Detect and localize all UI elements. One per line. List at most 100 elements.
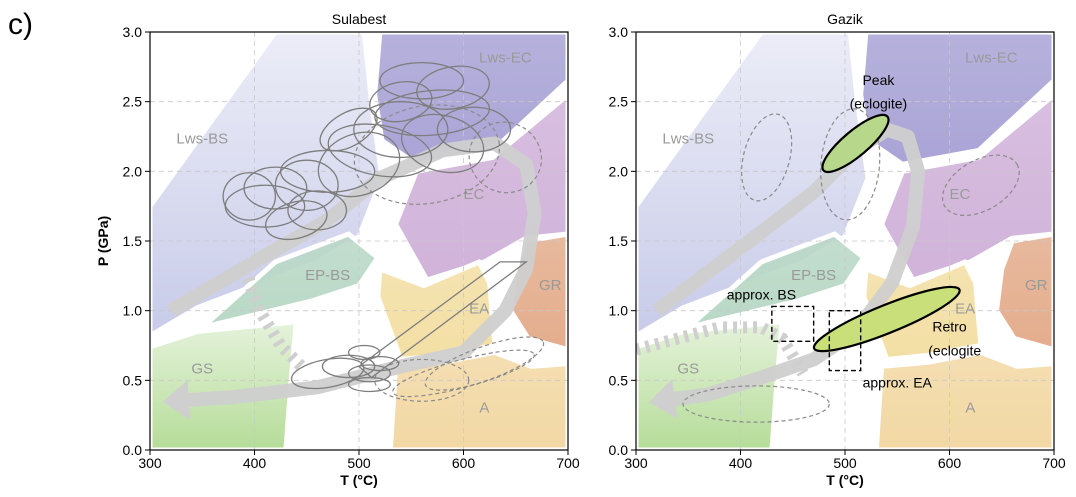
y-axis-label: P (GPa) <box>95 216 111 266</box>
uncertainty-ellipse <box>353 101 449 159</box>
annotation-label: Peak <box>862 72 895 88</box>
y-tick-label: 2.5 <box>123 94 143 110</box>
plot-area: Lws-EC Lws-BS EC EP-BS GS EA GR A Peak (eclogite)… <box>636 32 1054 450</box>
x-axis-label: T (°C) <box>826 472 863 488</box>
x-tick-label: 500 <box>347 455 371 471</box>
facies-label: EP-BS <box>791 267 836 284</box>
uncertainty-ellipse <box>319 107 378 152</box>
uncertainty-ellipse <box>347 364 392 383</box>
uncertainty-ellipse <box>374 89 491 137</box>
uncertainty-ellipse-dashed <box>424 336 545 391</box>
facies-label: Lws-EC <box>965 50 1018 67</box>
annotation-label: Retro <box>932 319 966 335</box>
y-tick-label: 1.0 <box>123 303 143 319</box>
facies-ep-bs-region <box>199 231 381 330</box>
uncertainty-ellipse <box>317 131 401 198</box>
facies-gr-region <box>994 231 1054 353</box>
facies-label: GS <box>677 360 699 377</box>
approx-ea-box <box>828 309 862 372</box>
y-tick-label: 2.0 <box>123 163 143 179</box>
uncertainty-ellipse <box>369 81 433 123</box>
x-tick-label: 600 <box>452 455 476 471</box>
uncertainty-ellipse-dashed <box>820 108 881 221</box>
chart-title: Sulabest <box>332 11 387 27</box>
uncertainty-ellipse-dashed <box>941 154 1020 217</box>
plot-area: Lws-EC Lws-BS EC EP-BS GS EA GR A <box>150 32 568 450</box>
facies-label: Lws-BS <box>662 130 714 147</box>
annotation-label: (eclogite <box>928 342 981 358</box>
y-tick-label: 2.0 <box>609 163 629 179</box>
pt-constraint-box <box>357 261 529 379</box>
y-tick-label: 1.5 <box>123 233 143 249</box>
uncertainty-ellipse-dashed <box>468 121 543 194</box>
uncertainty-ellipse-dashed <box>740 113 793 202</box>
facies-label: EC <box>950 186 971 203</box>
facies-label: EA <box>955 300 975 317</box>
facies-a-region <box>873 349 1054 450</box>
facies-label: GS <box>191 360 213 377</box>
facies-lws-bs-region <box>150 32 385 339</box>
pt-path-arrow <box>167 136 542 409</box>
facies-gs-region <box>150 319 299 450</box>
uncertainty-ellipse <box>327 123 433 178</box>
facies-label: EP-BS <box>305 267 350 284</box>
facies-label: Lws-EC <box>479 50 532 67</box>
uncertainty-ellipse-dashed <box>374 358 470 402</box>
y-tick-label: 1.0 <box>609 303 629 319</box>
y-tick-label: 0.5 <box>123 372 143 388</box>
x-tick-label: 400 <box>243 455 267 471</box>
uncertainty-ellipse <box>265 200 328 241</box>
y-tick-label: 0.0 <box>609 442 629 458</box>
peak-ellipse <box>821 113 890 174</box>
y-tick-label: 1.5 <box>609 233 629 249</box>
chart-panel-0: Lws-EC Lws-BS EC EP-BS GS EA GR A 300 400 500 600 70… <box>95 11 580 488</box>
x-tick-label: 400 <box>729 455 753 471</box>
uncertainty-ellipse-dashed <box>353 104 501 205</box>
uncertainty-ellipse <box>274 159 339 211</box>
uncertainty-ellipse <box>222 172 277 221</box>
annotation-label: approx. EA <box>863 374 933 390</box>
facies-label: EA <box>469 300 489 317</box>
retro-ellipse <box>812 285 961 353</box>
x-axis-label: T (°C) <box>340 472 377 488</box>
prograde-dashed-path <box>238 266 306 371</box>
uncertainty-ellipse <box>400 113 485 174</box>
facies-ep-bs-region <box>685 231 867 330</box>
panel-label: c) <box>8 8 33 41</box>
uncertainty-ellipse <box>321 354 376 379</box>
x-tick-label: 300 <box>138 455 162 471</box>
y-tick-label: 0.0 <box>123 442 143 458</box>
facies-label: GR <box>539 277 562 294</box>
pt-path-arrowhead <box>162 380 191 420</box>
facies-label: A <box>479 399 489 416</box>
facies-label: GR <box>1025 277 1048 294</box>
facies-label: Lws-BS <box>176 130 228 147</box>
facies-label: EC <box>464 186 485 203</box>
x-tick-label: 700 <box>556 455 580 471</box>
y-tick-label: 3.0 <box>609 24 629 40</box>
x-tick-label: 500 <box>833 455 857 471</box>
y-tick-label: 2.5 <box>609 94 629 110</box>
uncertainty-ellipse <box>379 62 465 100</box>
facies-label: A <box>965 399 975 416</box>
uncertainty-ellipse <box>416 65 490 110</box>
y-tick-label: 3.0 <box>123 24 143 40</box>
uncertainty-ellipse <box>347 376 392 393</box>
x-tick-label: 300 <box>624 455 648 471</box>
pt-path-arrowhead <box>648 379 678 419</box>
pt-path-arrow <box>652 122 926 409</box>
facies-lws-ec-region <box>372 32 568 167</box>
uncertainty-ellipse <box>436 106 512 153</box>
facies-lws-bs-region <box>636 32 871 339</box>
chart-panel-1: Lws-EC Lws-BS EC EP-BS GS EA GR A Peak (eclogite)… <box>609 11 1066 488</box>
annotation-label: approx. BS <box>727 287 796 303</box>
uncertainty-ellipse-dashed <box>682 385 830 423</box>
uncertainty-ellipse-dashed <box>392 349 535 398</box>
y-tick-label: 0.5 <box>609 372 629 388</box>
x-tick-label: 600 <box>938 455 962 471</box>
uncertainty-ellipse <box>287 190 348 231</box>
annotation-label: (eclogite) <box>850 96 908 112</box>
chart-title: Gazik <box>827 11 864 27</box>
